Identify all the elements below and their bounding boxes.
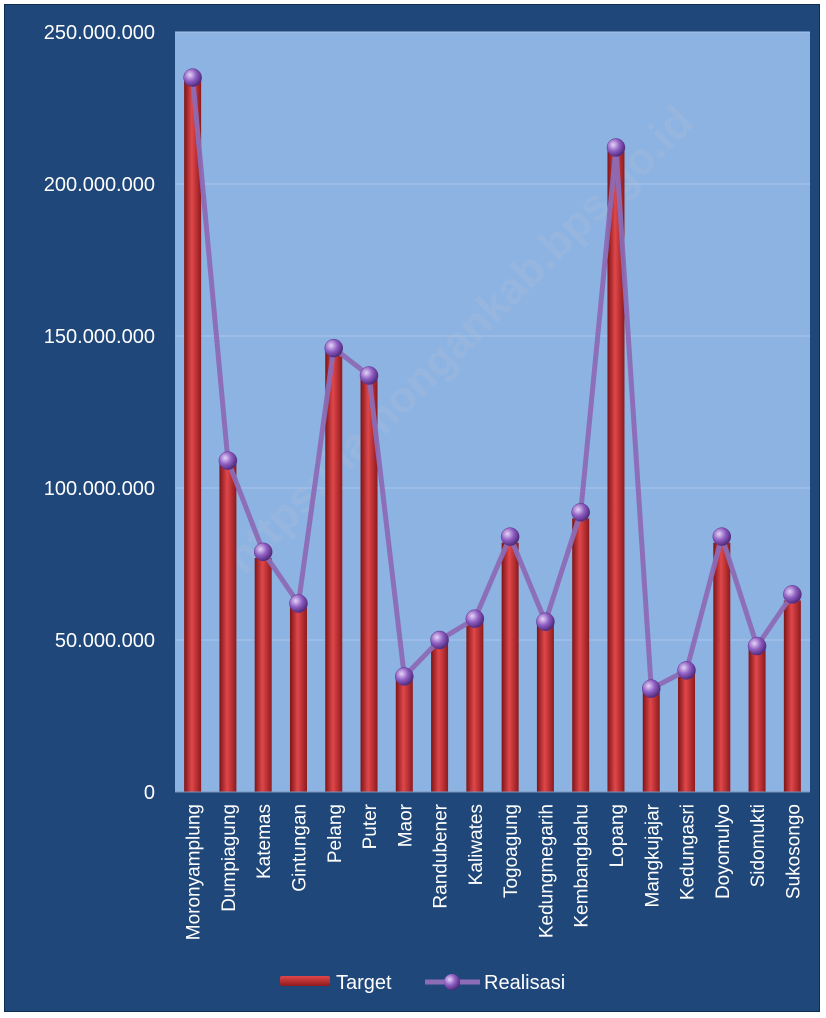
bar-target (572, 518, 590, 792)
point-realisasi (324, 338, 343, 358)
point-realisasi (783, 585, 802, 604)
bar-target (254, 557, 272, 792)
x-tick-label: Kaliwates (466, 804, 487, 885)
point-realisasi (536, 612, 555, 632)
legend-target-label: Target (336, 972, 392, 994)
y-tick-label: 150.000.000 (44, 326, 155, 348)
y-tick-label: 250.000.000 (44, 22, 155, 44)
bar-target (713, 542, 731, 792)
legend-realisasi-swatch-marker (444, 974, 460, 990)
x-tick-label: Kedungmegarih (536, 804, 557, 938)
target-bars (184, 77, 801, 793)
point-realisasi (395, 667, 414, 686)
x-tick-label: Togoagung (501, 804, 522, 898)
point-realisasi (289, 594, 308, 613)
bar-target (219, 463, 237, 792)
y-tick-label: 100.000.000 (44, 478, 155, 500)
x-tick-label: Sukosongo (783, 804, 804, 899)
point-realisasi (606, 138, 626, 157)
x-tick-label: Moronyamplung (184, 804, 205, 940)
point-realisasi (677, 661, 696, 680)
bar-target (431, 643, 449, 792)
series-line-realisasi (190, 77, 795, 692)
bar-target (289, 606, 307, 792)
point-realisasi (183, 68, 202, 87)
x-tick-label: Doyomulyo (713, 804, 734, 899)
bar-target (184, 77, 202, 793)
bar-target (642, 691, 660, 792)
x-tick-label: Randubener (431, 803, 452, 908)
bar-target (466, 621, 484, 792)
bar-target (607, 147, 625, 792)
x-tick-label: Kedungasri (678, 804, 699, 900)
point-realisasi (642, 679, 661, 698)
point-realisasi (465, 609, 485, 628)
realisasi-line (183, 68, 802, 698)
bar-target (501, 542, 519, 792)
point-realisasi (359, 366, 379, 385)
y-axis-ticks: 0 50.000.000 100.000.000 150.000.000 200.000… (44, 22, 155, 804)
bar-target (360, 378, 378, 792)
y-tick-label: 50.000.000 (55, 630, 155, 652)
legend: Target Realisasi (280, 972, 565, 994)
x-tick-label: Pelang (325, 804, 346, 863)
y-tick-label: 0 (144, 782, 155, 804)
point-realisasi (253, 542, 273, 562)
point-realisasi (500, 527, 520, 546)
x-tick-label: Katemas (254, 804, 275, 879)
x-axis-labels: Moronyamplung Dumpiagung Katemas Gintungan P… (184, 803, 805, 940)
bar-target (783, 600, 801, 792)
point-realisasi (430, 630, 449, 650)
point-realisasi (218, 451, 238, 470)
x-tick-label: Dumpiagung (219, 804, 240, 912)
plot-area (175, 32, 810, 792)
bar-target (748, 649, 766, 792)
gridlines (175, 31, 810, 641)
x-tick-label: Lopang (607, 804, 628, 867)
x-tick-label: Sidomukti (748, 804, 769, 887)
x-tick-label: Maor (395, 803, 416, 847)
legend-realisasi-label: Realisasi (484, 972, 565, 994)
bar-target (678, 673, 696, 792)
bar-target (395, 679, 413, 792)
point-realisasi (571, 503, 590, 522)
point-realisasi (712, 527, 732, 546)
legend-target-swatch (280, 976, 330, 986)
x-tick-label: Mangkujajar (642, 803, 663, 907)
point-realisasi (747, 636, 767, 656)
bar-target (536, 624, 554, 792)
x-tick-label: Kembangbahu (572, 804, 593, 928)
bar-target (325, 351, 343, 792)
x-tick-label: Puter (360, 803, 381, 849)
x-tick-label: Gintungan (289, 804, 310, 892)
y-tick-label: 200.000.000 (44, 174, 155, 196)
